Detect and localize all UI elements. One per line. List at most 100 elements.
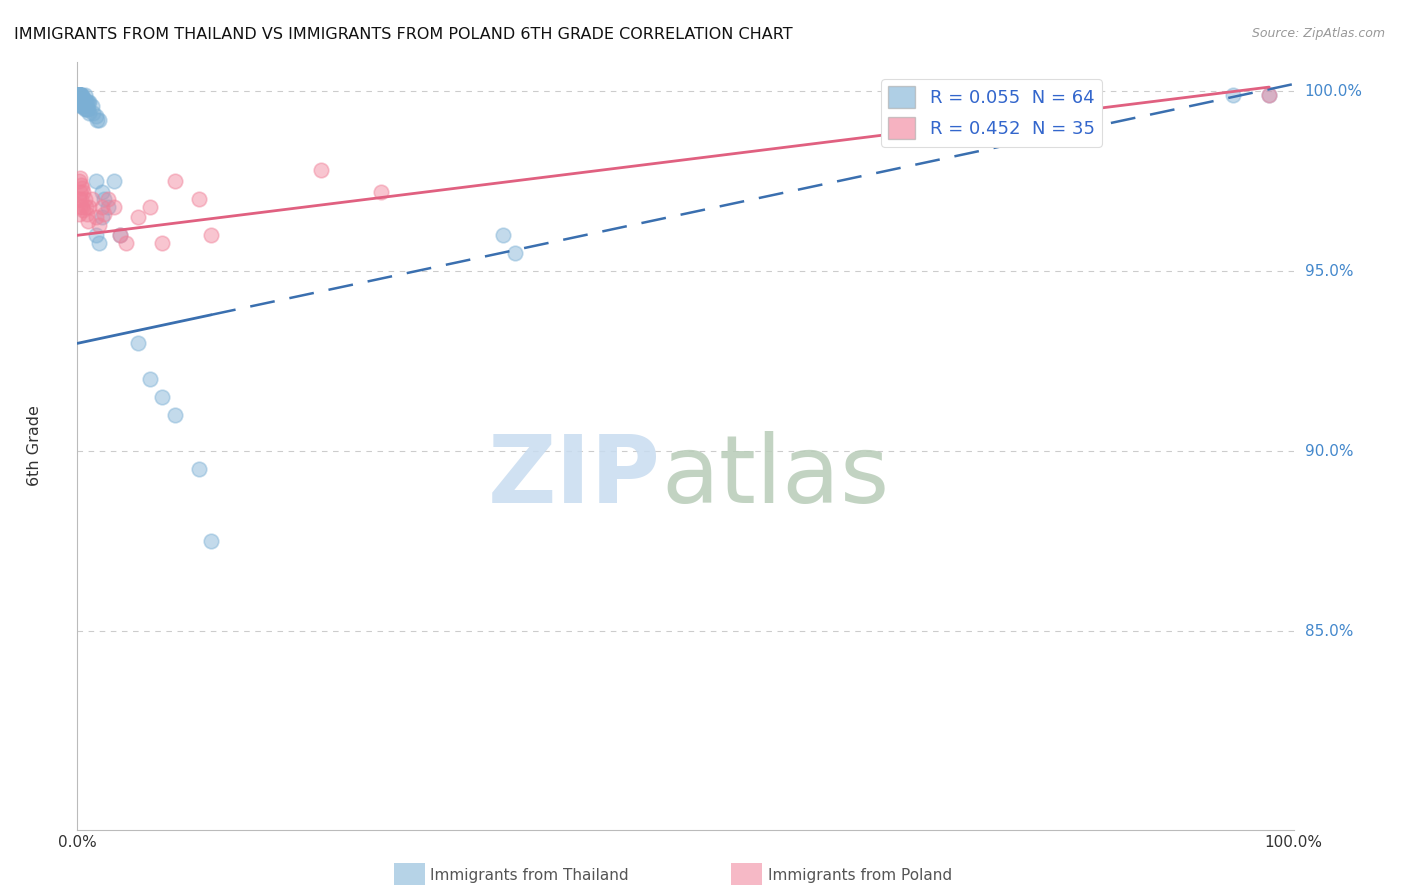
Point [70, 87, 93, 102]
Point [69, 87, 91, 102]
Text: 90.0%: 90.0% [1305, 444, 1353, 458]
Point [163, 409, 186, 423]
Point [69, 87, 91, 102]
Point [103, 200, 125, 214]
Point [67, 87, 90, 102]
Text: 100.0%: 100.0% [1305, 84, 1362, 99]
Point [67, 87, 90, 102]
Point [70, 87, 93, 102]
Point [75, 102, 97, 116]
Text: atlas: atlas [661, 431, 890, 523]
Point [72, 203, 94, 218]
Text: IMMIGRANTS FROM THAILAND VS IMMIGRANTS FROM POLAND 6TH GRADE CORRELATION CHART: IMMIGRANTS FROM THAILAND VS IMMIGRANTS F… [14, 27, 793, 42]
Point [152, 235, 174, 250]
Point [108, 228, 131, 243]
Point [152, 390, 174, 404]
Point [69, 170, 91, 185]
Point [84, 211, 107, 225]
Point [84, 228, 107, 243]
Point [67, 87, 90, 102]
Point [89, 218, 111, 232]
Point [84, 174, 107, 188]
Point [76, 207, 98, 221]
Point [93, 192, 115, 206]
Point [69, 200, 91, 214]
Point [79, 106, 101, 120]
Point [70, 192, 93, 206]
Point [67, 192, 90, 206]
Point [90, 185, 112, 199]
Point [97, 200, 120, 214]
Point [67, 174, 90, 188]
Point [139, 200, 162, 214]
Point [75, 95, 97, 109]
Text: ZIP: ZIP [488, 431, 661, 523]
Point [69, 87, 91, 102]
Point [77, 102, 100, 116]
Point [79, 200, 101, 214]
Text: 6th Grade: 6th Grade [27, 406, 42, 486]
Point [70, 181, 93, 195]
Point [97, 192, 120, 206]
Point [73, 102, 96, 116]
Point [69, 87, 91, 102]
Point [77, 95, 100, 109]
Point [200, 534, 222, 549]
Point [67, 87, 90, 102]
Point [73, 95, 96, 109]
Point [90, 211, 112, 225]
Point [309, 163, 332, 178]
Point [1258, 87, 1281, 102]
Point [103, 174, 125, 188]
Point [86, 113, 108, 128]
Point [503, 246, 526, 260]
Point [188, 462, 211, 476]
Point [73, 87, 96, 102]
Point [67, 87, 90, 102]
Point [70, 91, 93, 105]
Point [80, 192, 103, 206]
Point [200, 228, 222, 243]
Point [70, 178, 93, 192]
Point [80, 98, 103, 112]
Point [67, 87, 90, 102]
Point [76, 102, 98, 116]
Point [67, 87, 90, 102]
Point [1222, 87, 1244, 102]
Text: Immigrants from Poland: Immigrants from Poland [768, 869, 952, 883]
Point [70, 95, 93, 109]
Point [70, 200, 93, 214]
Point [70, 95, 93, 109]
Text: 85.0%: 85.0% [1305, 624, 1353, 639]
Point [139, 372, 162, 386]
Point [72, 91, 94, 105]
Point [370, 185, 392, 199]
Point [77, 214, 100, 228]
Point [1258, 87, 1281, 102]
Text: 95.0%: 95.0% [1305, 264, 1353, 279]
Point [72, 185, 94, 199]
Point [70, 98, 93, 112]
Point [108, 228, 131, 243]
Point [115, 235, 138, 250]
Point [188, 192, 211, 206]
Point [90, 200, 112, 214]
Point [79, 95, 101, 109]
Point [492, 228, 515, 243]
Point [69, 185, 91, 199]
Point [89, 235, 111, 250]
Text: Immigrants from Thailand: Immigrants from Thailand [430, 869, 628, 883]
Legend: R = 0.055  N = 64, R = 0.452  N = 35: R = 0.055 N = 64, R = 0.452 N = 35 [882, 79, 1102, 146]
Point [69, 87, 91, 102]
Point [75, 200, 97, 214]
Point [127, 211, 149, 225]
Point [163, 174, 186, 188]
Point [73, 192, 96, 206]
Point [72, 95, 94, 109]
Point [127, 336, 149, 351]
Point [93, 207, 115, 221]
Point [67, 207, 90, 221]
Point [82, 106, 104, 120]
Text: Source: ZipAtlas.com: Source: ZipAtlas.com [1251, 27, 1385, 40]
Point [70, 87, 93, 102]
